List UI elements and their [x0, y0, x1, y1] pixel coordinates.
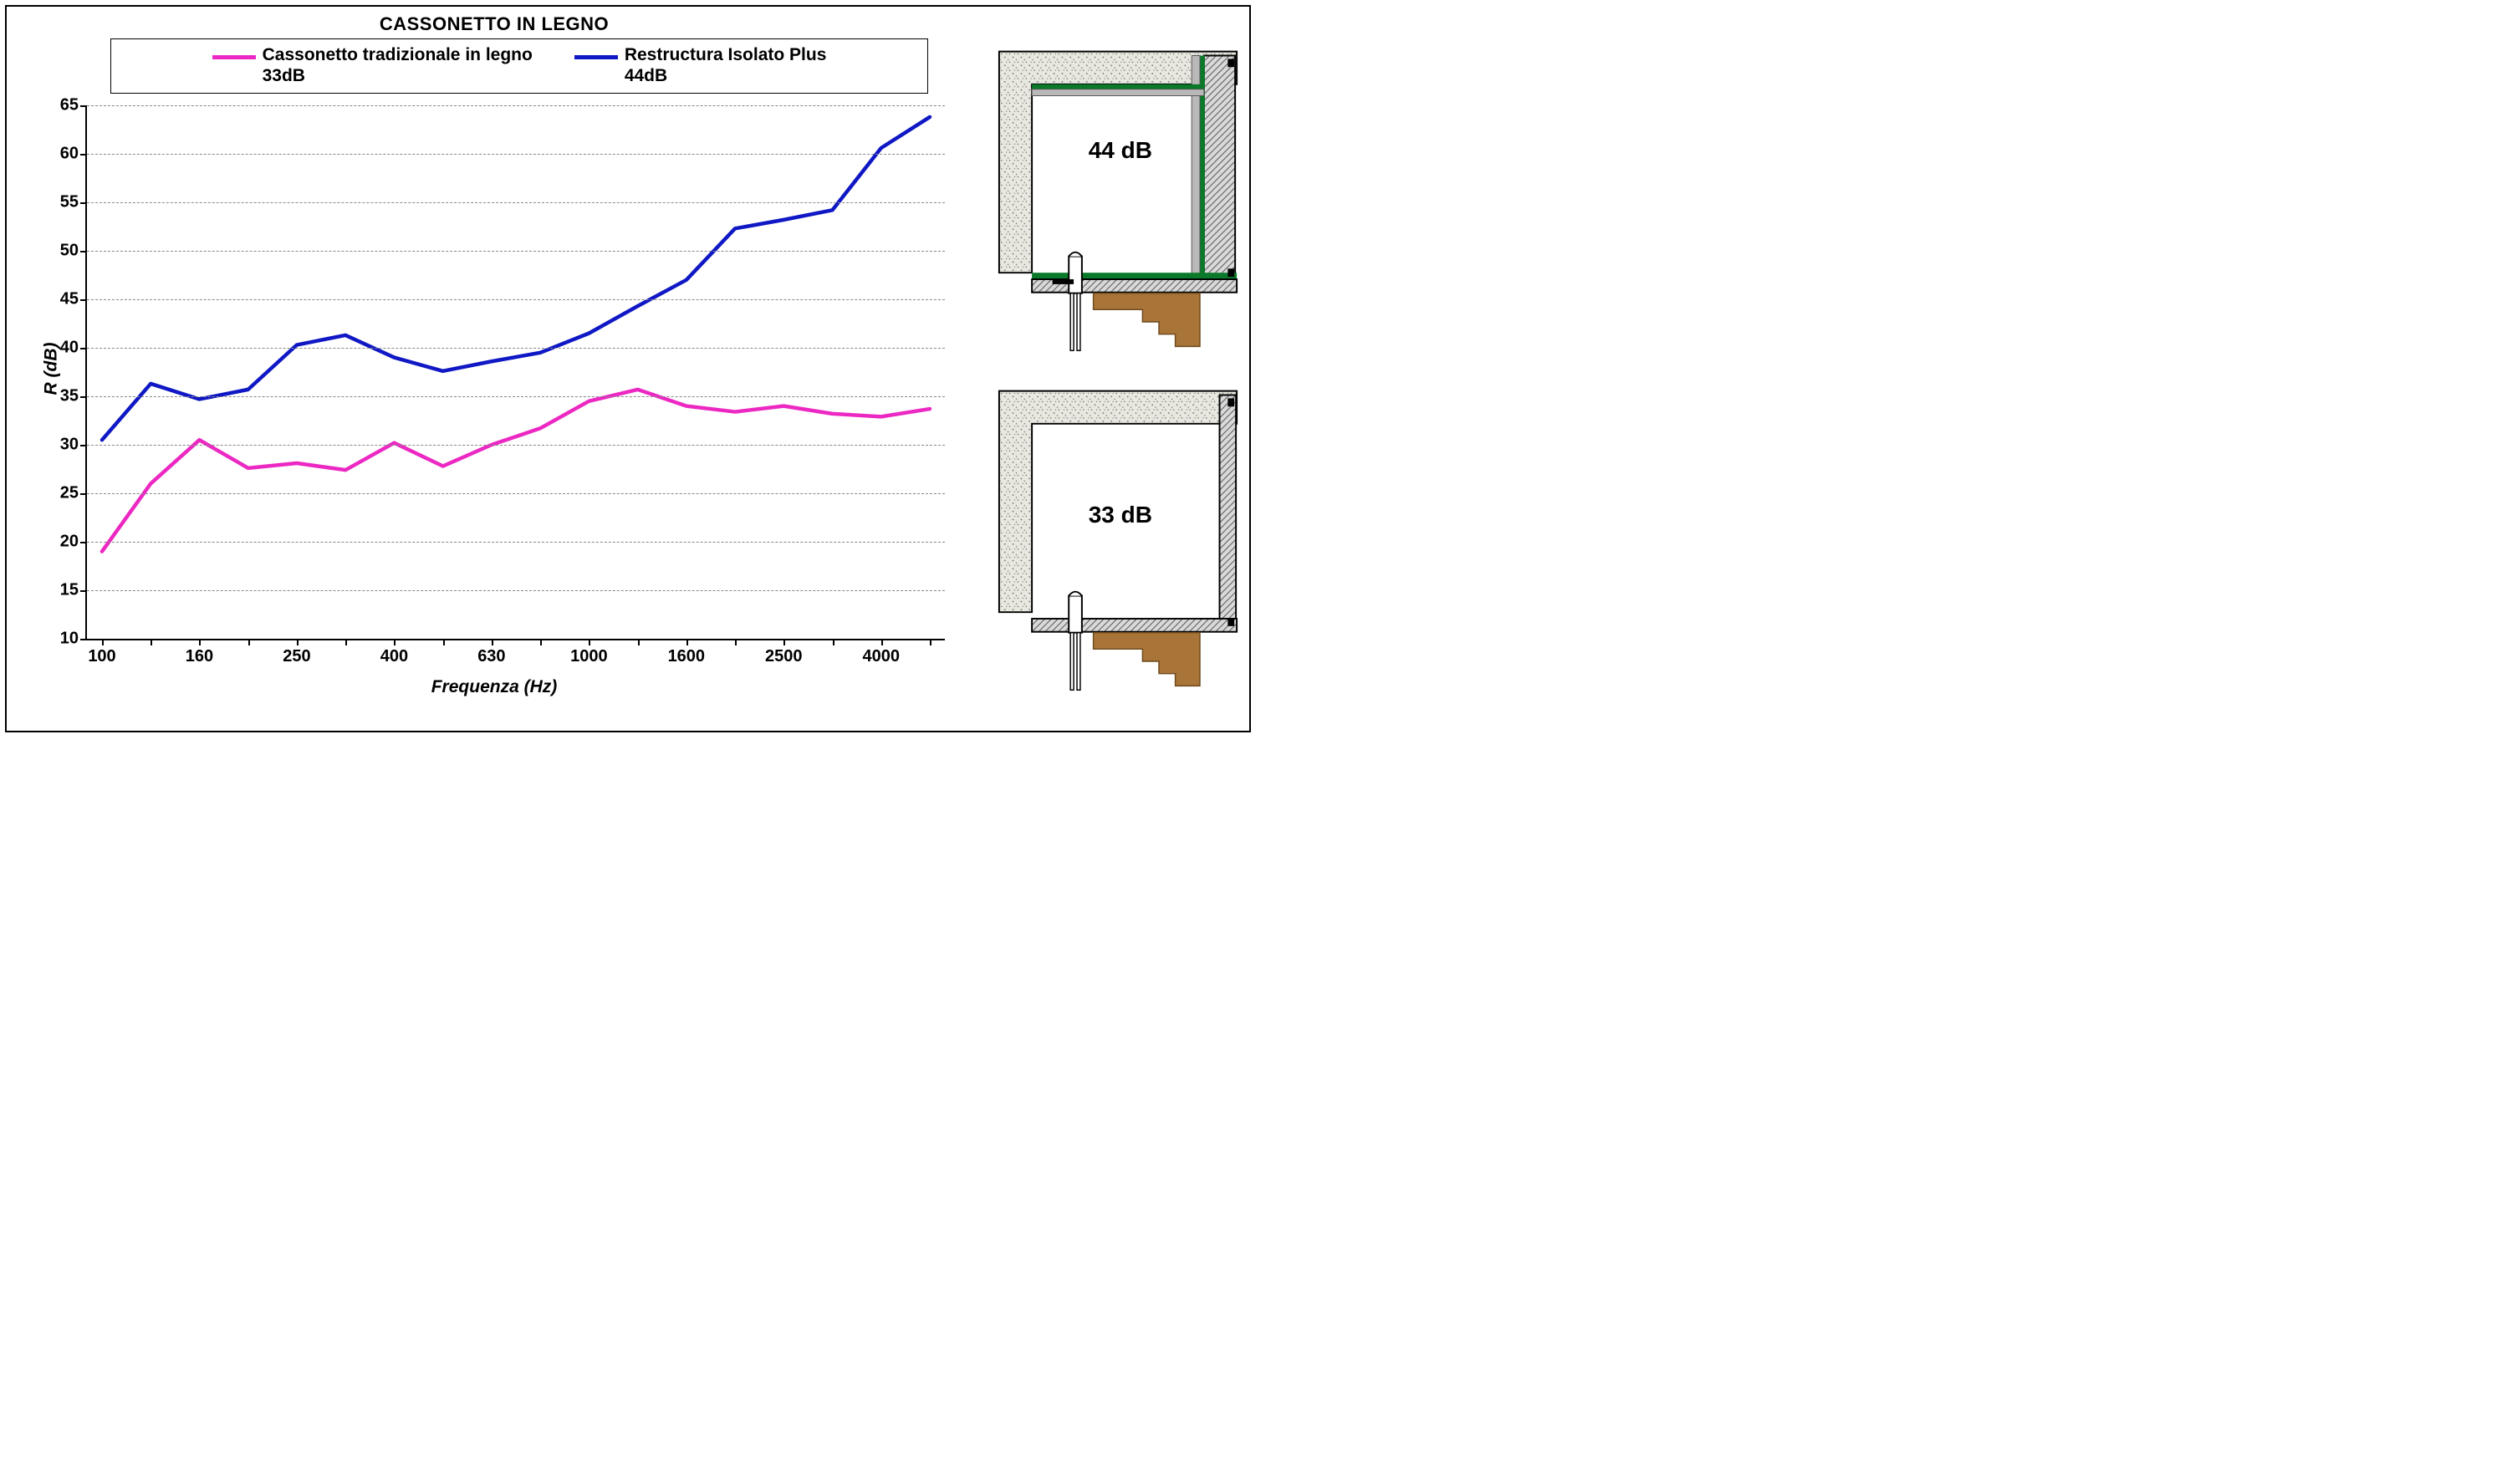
ytick-label: 20 [60, 533, 79, 552]
xtick-mark [443, 639, 445, 645]
gridline [87, 154, 945, 155]
diagram-44db: 44 dB [995, 44, 1241, 354]
gridline [87, 493, 945, 494]
gridline [87, 590, 945, 591]
xtick-mark [930, 639, 931, 645]
xtick-mark [686, 639, 688, 645]
xtick-mark [151, 639, 152, 645]
chart-panel: CASSONETTO IN LEGNO Cassonetto tradizion… [10, 10, 978, 727]
figure-container: CASSONETTO IN LEGNO Cassonetto tradizion… [5, 5, 1251, 732]
ytick-label: 50 [60, 242, 79, 261]
chart-title: CASSONETTO IN LEGNO [10, 10, 978, 37]
ytick-label: 45 [60, 290, 79, 309]
ytick-label: 25 [60, 484, 79, 503]
xtick-label: 2500 [765, 647, 803, 666]
xtick-mark [394, 639, 396, 645]
xtick-mark [199, 639, 201, 645]
series-line-0 [102, 390, 930, 552]
xtick-label: 1600 [668, 647, 706, 666]
ytick-mark [80, 154, 87, 156]
xtick-mark [248, 639, 250, 645]
ytick-label: 65 [60, 96, 79, 115]
diagram-label-44: 44 dB [1089, 137, 1152, 164]
legend-label: Restructura Isolato Plus44dB [625, 44, 827, 86]
ytick-mark [80, 299, 87, 301]
ytick-mark [80, 493, 87, 495]
gridline [87, 251, 945, 252]
y-axis-title: R (dB) [41, 343, 61, 395]
ytick-mark [80, 105, 87, 107]
xtick-mark [345, 639, 347, 645]
xtick-mark [297, 639, 299, 645]
xtick-mark [492, 639, 493, 645]
ytick-label: 10 [60, 630, 79, 649]
ytick-mark [80, 639, 87, 640]
xtick-mark [540, 639, 542, 645]
ytick-mark [80, 445, 87, 446]
xtick-label: 4000 [863, 647, 901, 666]
series-line-1 [102, 117, 930, 440]
xtick-mark [638, 639, 640, 645]
ytick-label: 30 [60, 436, 79, 455]
gridline [87, 348, 945, 349]
xtick-label: 630 [477, 647, 505, 666]
ytick-mark [80, 202, 87, 204]
ytick-label: 60 [60, 145, 79, 164]
gridline [87, 445, 945, 446]
gridline [87, 299, 945, 300]
xtick-label: 400 [380, 647, 408, 666]
xtick-mark [735, 639, 737, 645]
ytick-mark [80, 251, 87, 252]
diagram-panel: 44 dB 33 dB [995, 10, 1246, 727]
diagram-label-33: 33 dB [1089, 502, 1152, 528]
ytick-mark [80, 590, 87, 592]
legend-label: Cassonetto tradizionale in legno33dB [263, 44, 533, 86]
ytick-label: 40 [60, 339, 79, 358]
ytick-mark [80, 396, 87, 398]
xtick-label: 1000 [570, 647, 608, 666]
diagram-33db: 33 dB [995, 384, 1241, 693]
xtick-mark [833, 639, 834, 645]
xtick-mark [589, 639, 590, 645]
legend-swatch [212, 55, 256, 59]
ytick-mark [80, 542, 87, 543]
gridline [87, 105, 945, 106]
x-axis-title: Frequenza (Hz) [10, 677, 978, 697]
xtick-label: 100 [88, 647, 115, 666]
legend-item-0: Cassonetto tradizionale in legno33dB [212, 44, 533, 86]
ytick-mark [80, 348, 87, 349]
xtick-mark [881, 639, 883, 645]
ytick-label: 55 [60, 193, 79, 212]
plot-area: 1015202530354045505560651001602504006301… [85, 105, 945, 640]
gridline [87, 396, 945, 397]
xtick-label: 160 [186, 647, 213, 666]
gridline [87, 542, 945, 543]
ytick-label: 35 [60, 387, 79, 406]
xtick-mark [102, 639, 104, 645]
ytick-label: 15 [60, 581, 79, 600]
legend-swatch [574, 55, 618, 59]
legend: Cassonetto tradizionale in legno33dB Rest… [110, 38, 928, 94]
xtick-mark [783, 639, 785, 645]
xtick-label: 250 [283, 647, 310, 666]
gridline [87, 202, 945, 203]
legend-item-1: Restructura Isolato Plus44dB [574, 44, 827, 86]
